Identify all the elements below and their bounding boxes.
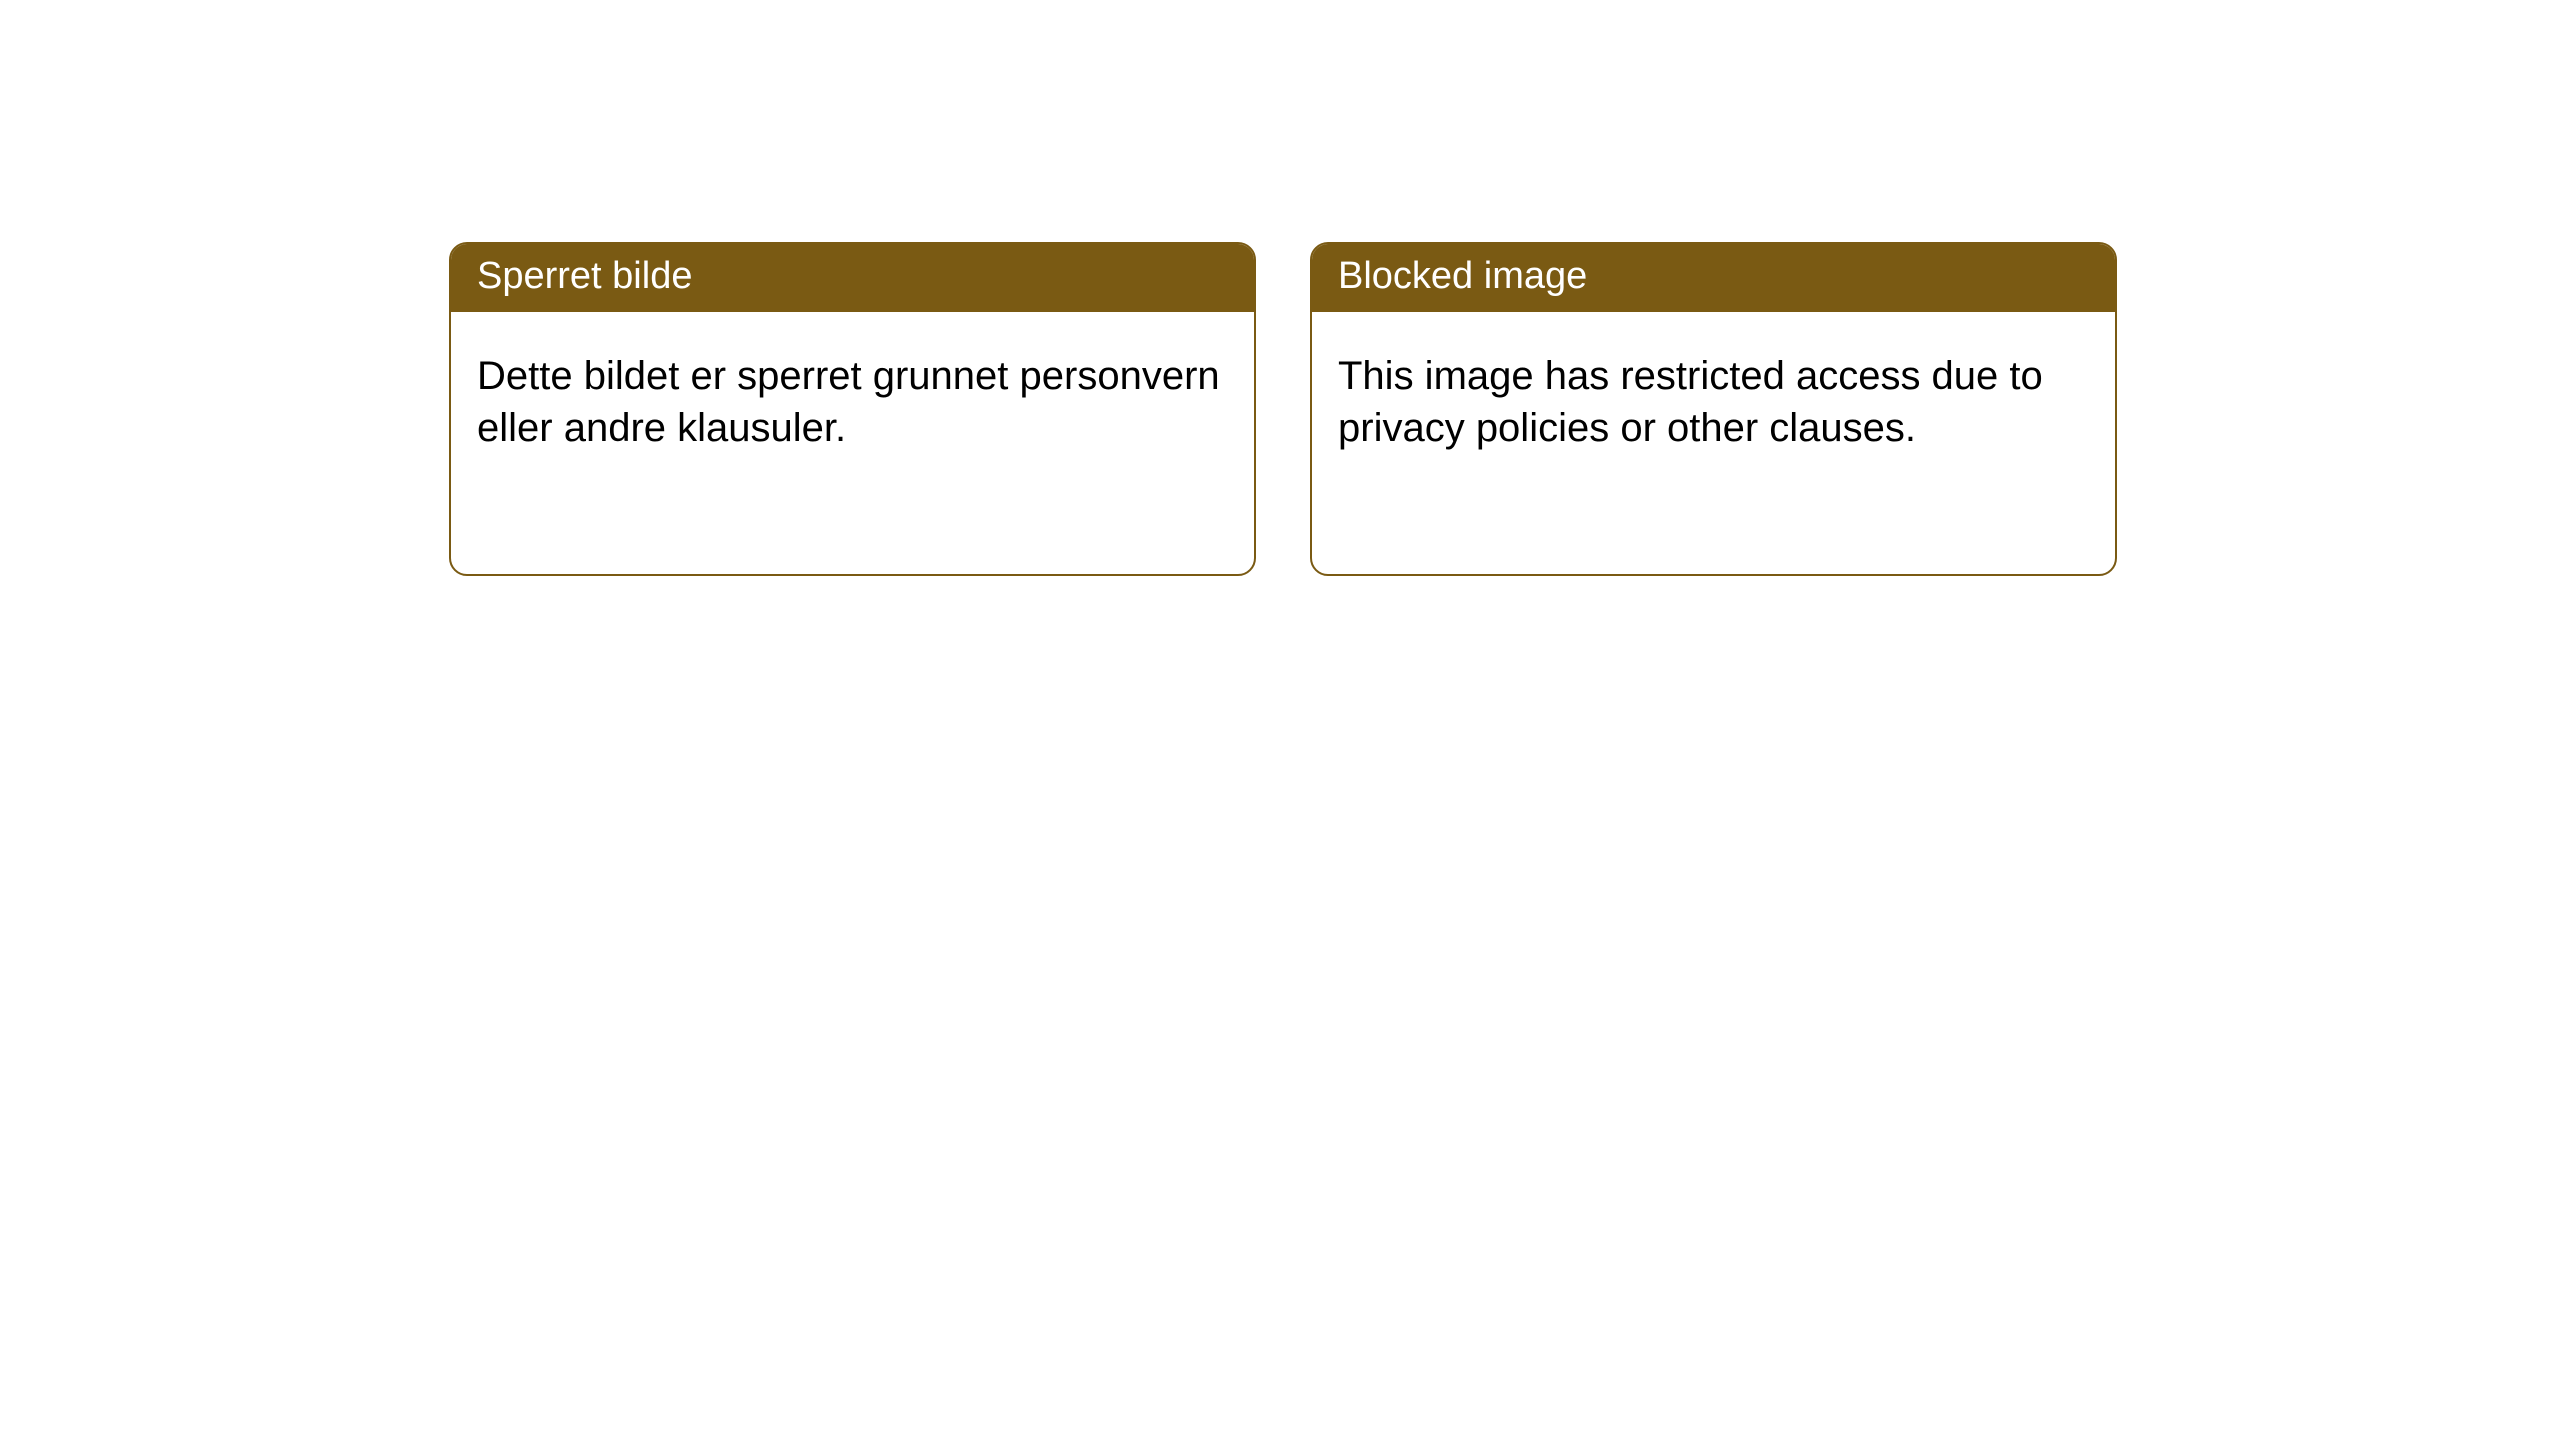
panel-norwegian: Sperret bilde Dette bildet er sperret gr… bbox=[449, 242, 1256, 576]
panel-message: Dette bildet er sperret grunnet personve… bbox=[451, 312, 1254, 494]
panels-row: Sperret bilde Dette bildet er sperret gr… bbox=[0, 0, 2560, 576]
panel-message: This image has restricted access due to … bbox=[1312, 312, 2115, 494]
panel-title: Sperret bilde bbox=[451, 244, 1254, 312]
panel-title: Blocked image bbox=[1312, 244, 2115, 312]
panel-english: Blocked image This image has restricted … bbox=[1310, 242, 2117, 576]
